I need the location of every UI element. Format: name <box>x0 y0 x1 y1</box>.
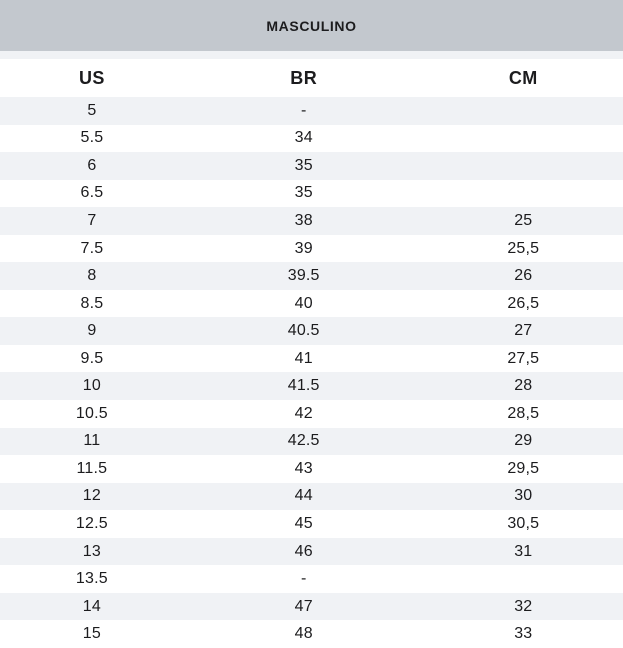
cell-cm: 29 <box>514 432 533 450</box>
cell-us: 11.5 <box>76 459 108 477</box>
cell-cm: 26 <box>514 267 533 285</box>
cell-us: 14 <box>82 597 101 615</box>
cell-br: 40.5 <box>287 322 320 340</box>
cell-br: - <box>300 101 307 119</box>
table-row: 14 47 32 <box>0 592 623 621</box>
table-row: 12 44 30 <box>0 482 623 511</box>
cell-us: 13.5 <box>75 570 108 588</box>
cell-cm: 26,5 <box>507 294 540 312</box>
cell-us: 6.5 <box>80 184 104 202</box>
cell-br: 38 <box>294 211 313 229</box>
column-header-cm: CM <box>508 67 538 88</box>
cell-br: 42 <box>294 404 313 422</box>
cell-br: 35 <box>294 184 313 202</box>
cell-us: 12.5 <box>75 514 108 532</box>
table-title-bar: MASCULINO <box>0 0 623 51</box>
cell-us: 12 <box>82 487 101 505</box>
table-row: 7 38 25 <box>0 207 623 235</box>
cell-us: 9 <box>87 322 97 340</box>
cell-us: 8 <box>87 267 97 285</box>
cell-cm: 29,5 <box>507 459 540 477</box>
table-row: 5 - <box>0 97 623 125</box>
cell-br: - <box>300 570 307 588</box>
cell-br: 41.5 <box>287 377 320 395</box>
column-header-row: US BR CM <box>0 59 623 97</box>
cell-br: 44 <box>294 487 313 505</box>
column-header-br: BR <box>290 67 318 88</box>
table-body: 5 - 5.5 34 6 35 6.5 35 7 38 25 7.5 39 25… <box>0 97 623 648</box>
cell-br: 39.5 <box>287 267 320 285</box>
cell-br: 43 <box>294 459 313 477</box>
table-row: 15 48 33 <box>0 620 623 648</box>
cell-us: 10 <box>82 377 101 395</box>
cell-us: 5 <box>87 101 97 119</box>
cell-us: 6 <box>87 156 97 174</box>
column-header-us: US <box>78 67 105 88</box>
table-row: 8.5 40 26,5 <box>0 289 623 318</box>
table-row: 11 42.5 29 <box>0 427 623 456</box>
cell-us: 15 <box>82 625 101 643</box>
table-row: 10.5 42 28,5 <box>0 400 623 428</box>
table-row: 13.5 - <box>0 565 623 593</box>
table-row: 12.5 45 30,5 <box>0 510 623 538</box>
cell-cm: 25 <box>514 211 533 229</box>
cell-cm: 25,5 <box>507 239 540 257</box>
cell-us: 7 <box>87 211 97 229</box>
table-row: 11.5 43 29,5 <box>0 455 623 483</box>
divider-strip <box>0 51 623 59</box>
table-title: MASCULINO <box>266 17 357 34</box>
cell-br: 41 <box>294 349 313 367</box>
table-row: 9 40.5 27 <box>0 317 623 345</box>
cell-br: 39 <box>294 239 313 257</box>
cell-cm: 30 <box>514 487 533 505</box>
table-row: 7.5 39 25,5 <box>0 234 623 263</box>
cell-br: 34 <box>294 129 313 147</box>
cell-cm: 32 <box>514 597 533 615</box>
cell-br: 47 <box>294 597 313 615</box>
cell-cm: 28,5 <box>507 404 540 422</box>
cell-cm: 27,5 <box>507 349 540 367</box>
cell-us: 7.5 <box>80 239 104 257</box>
cell-cm: 30,5 <box>507 514 540 532</box>
cell-cm: 27 <box>514 322 533 340</box>
table-row: 5.5 34 <box>0 124 623 153</box>
cell-us: 8.5 <box>80 294 104 312</box>
cell-br: 42.5 <box>287 432 320 450</box>
cell-br: 48 <box>294 625 313 643</box>
table-row: 10 41.5 28 <box>0 372 623 401</box>
cell-cm: 28 <box>514 377 533 395</box>
cell-us: 10.5 <box>75 404 108 422</box>
table-row: 9.5 41 27,5 <box>0 344 623 373</box>
cell-br: 46 <box>294 542 313 560</box>
cell-br: 45 <box>294 514 313 532</box>
cell-cm: 31 <box>514 542 533 560</box>
cell-us: 11 <box>83 432 101 450</box>
cell-us: 13 <box>82 542 101 560</box>
cell-br: 40 <box>294 294 313 312</box>
table-row: 6.5 35 <box>0 179 623 208</box>
table-row: 8 39.5 26 <box>0 262 623 290</box>
table-row: 13 46 31 <box>0 537 623 566</box>
cell-cm: 33 <box>514 625 533 643</box>
cell-us: 5.5 <box>80 129 104 147</box>
table-row: 6 35 <box>0 152 623 180</box>
cell-us: 9.5 <box>80 349 104 367</box>
cell-br: 35 <box>294 156 313 174</box>
